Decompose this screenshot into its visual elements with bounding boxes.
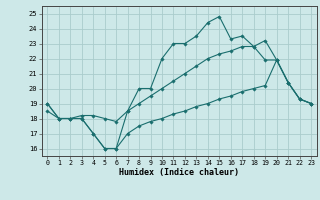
- X-axis label: Humidex (Indice chaleur): Humidex (Indice chaleur): [119, 168, 239, 177]
